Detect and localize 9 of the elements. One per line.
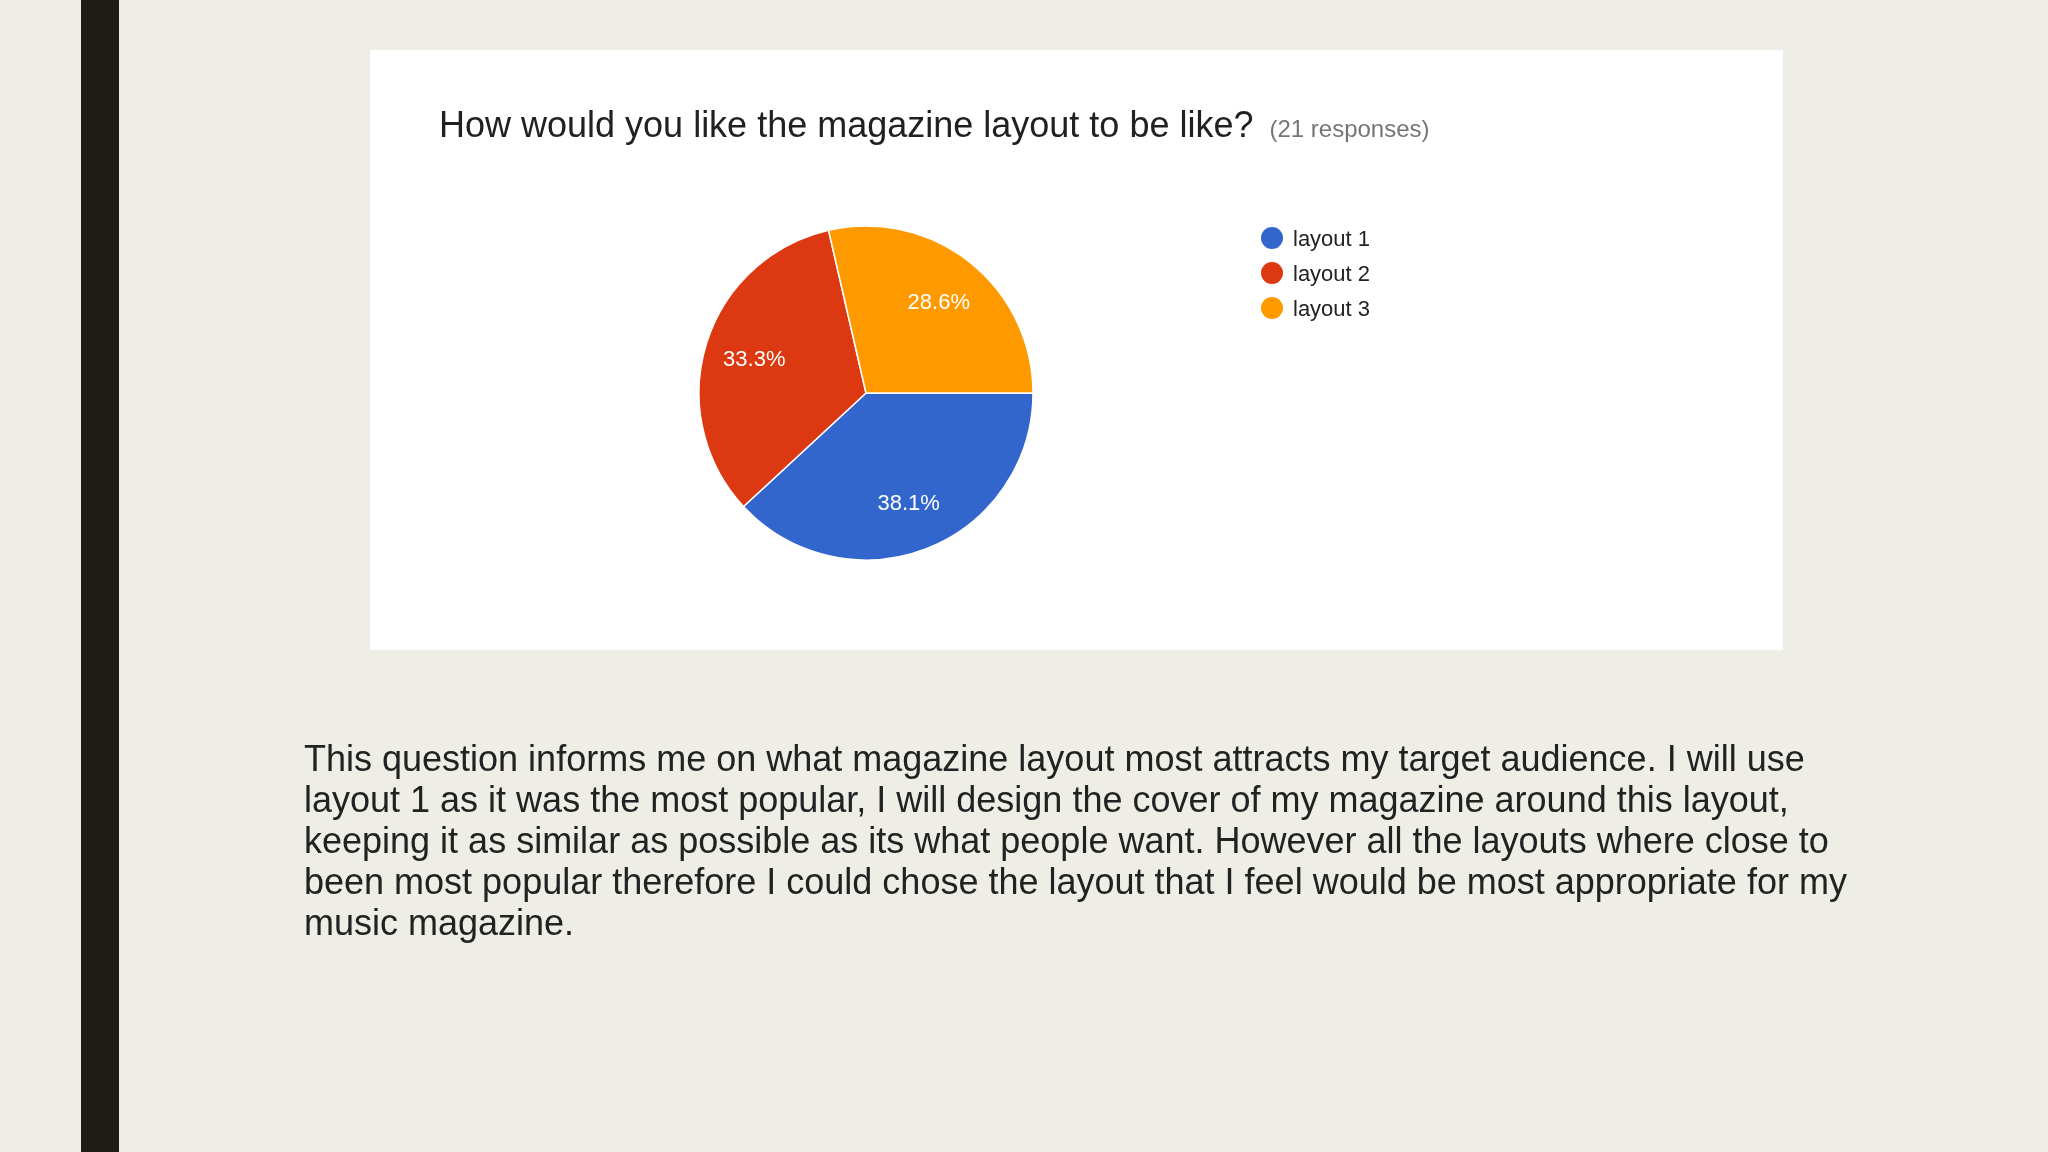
legend-label: layout 2 [1293, 260, 1371, 286]
data-label: 28.6% [907, 289, 970, 315]
legend-label: layout 3 [1293, 295, 1371, 321]
text: This question informs me on what magazine layout most attracts my target audience. I will use layout 1 as it was the most popular, I will design the cover of my magazine around this layout, keeping it as similar as possible as its what people want. However all the layouts where close to been most popular therefore I could chose the layout that I feel would be most appropriate for my music magazine. [304, 738, 1847, 943]
data-label: 33.3% [723, 346, 786, 372]
data-label: 38.1% [877, 489, 940, 515]
legend-label: layout 1 [1293, 225, 1371, 251]
chart-title: How would you like the magazine layout to be like? [439, 104, 1254, 145]
chart-subtitle: (21 responses) [1269, 115, 1430, 142]
